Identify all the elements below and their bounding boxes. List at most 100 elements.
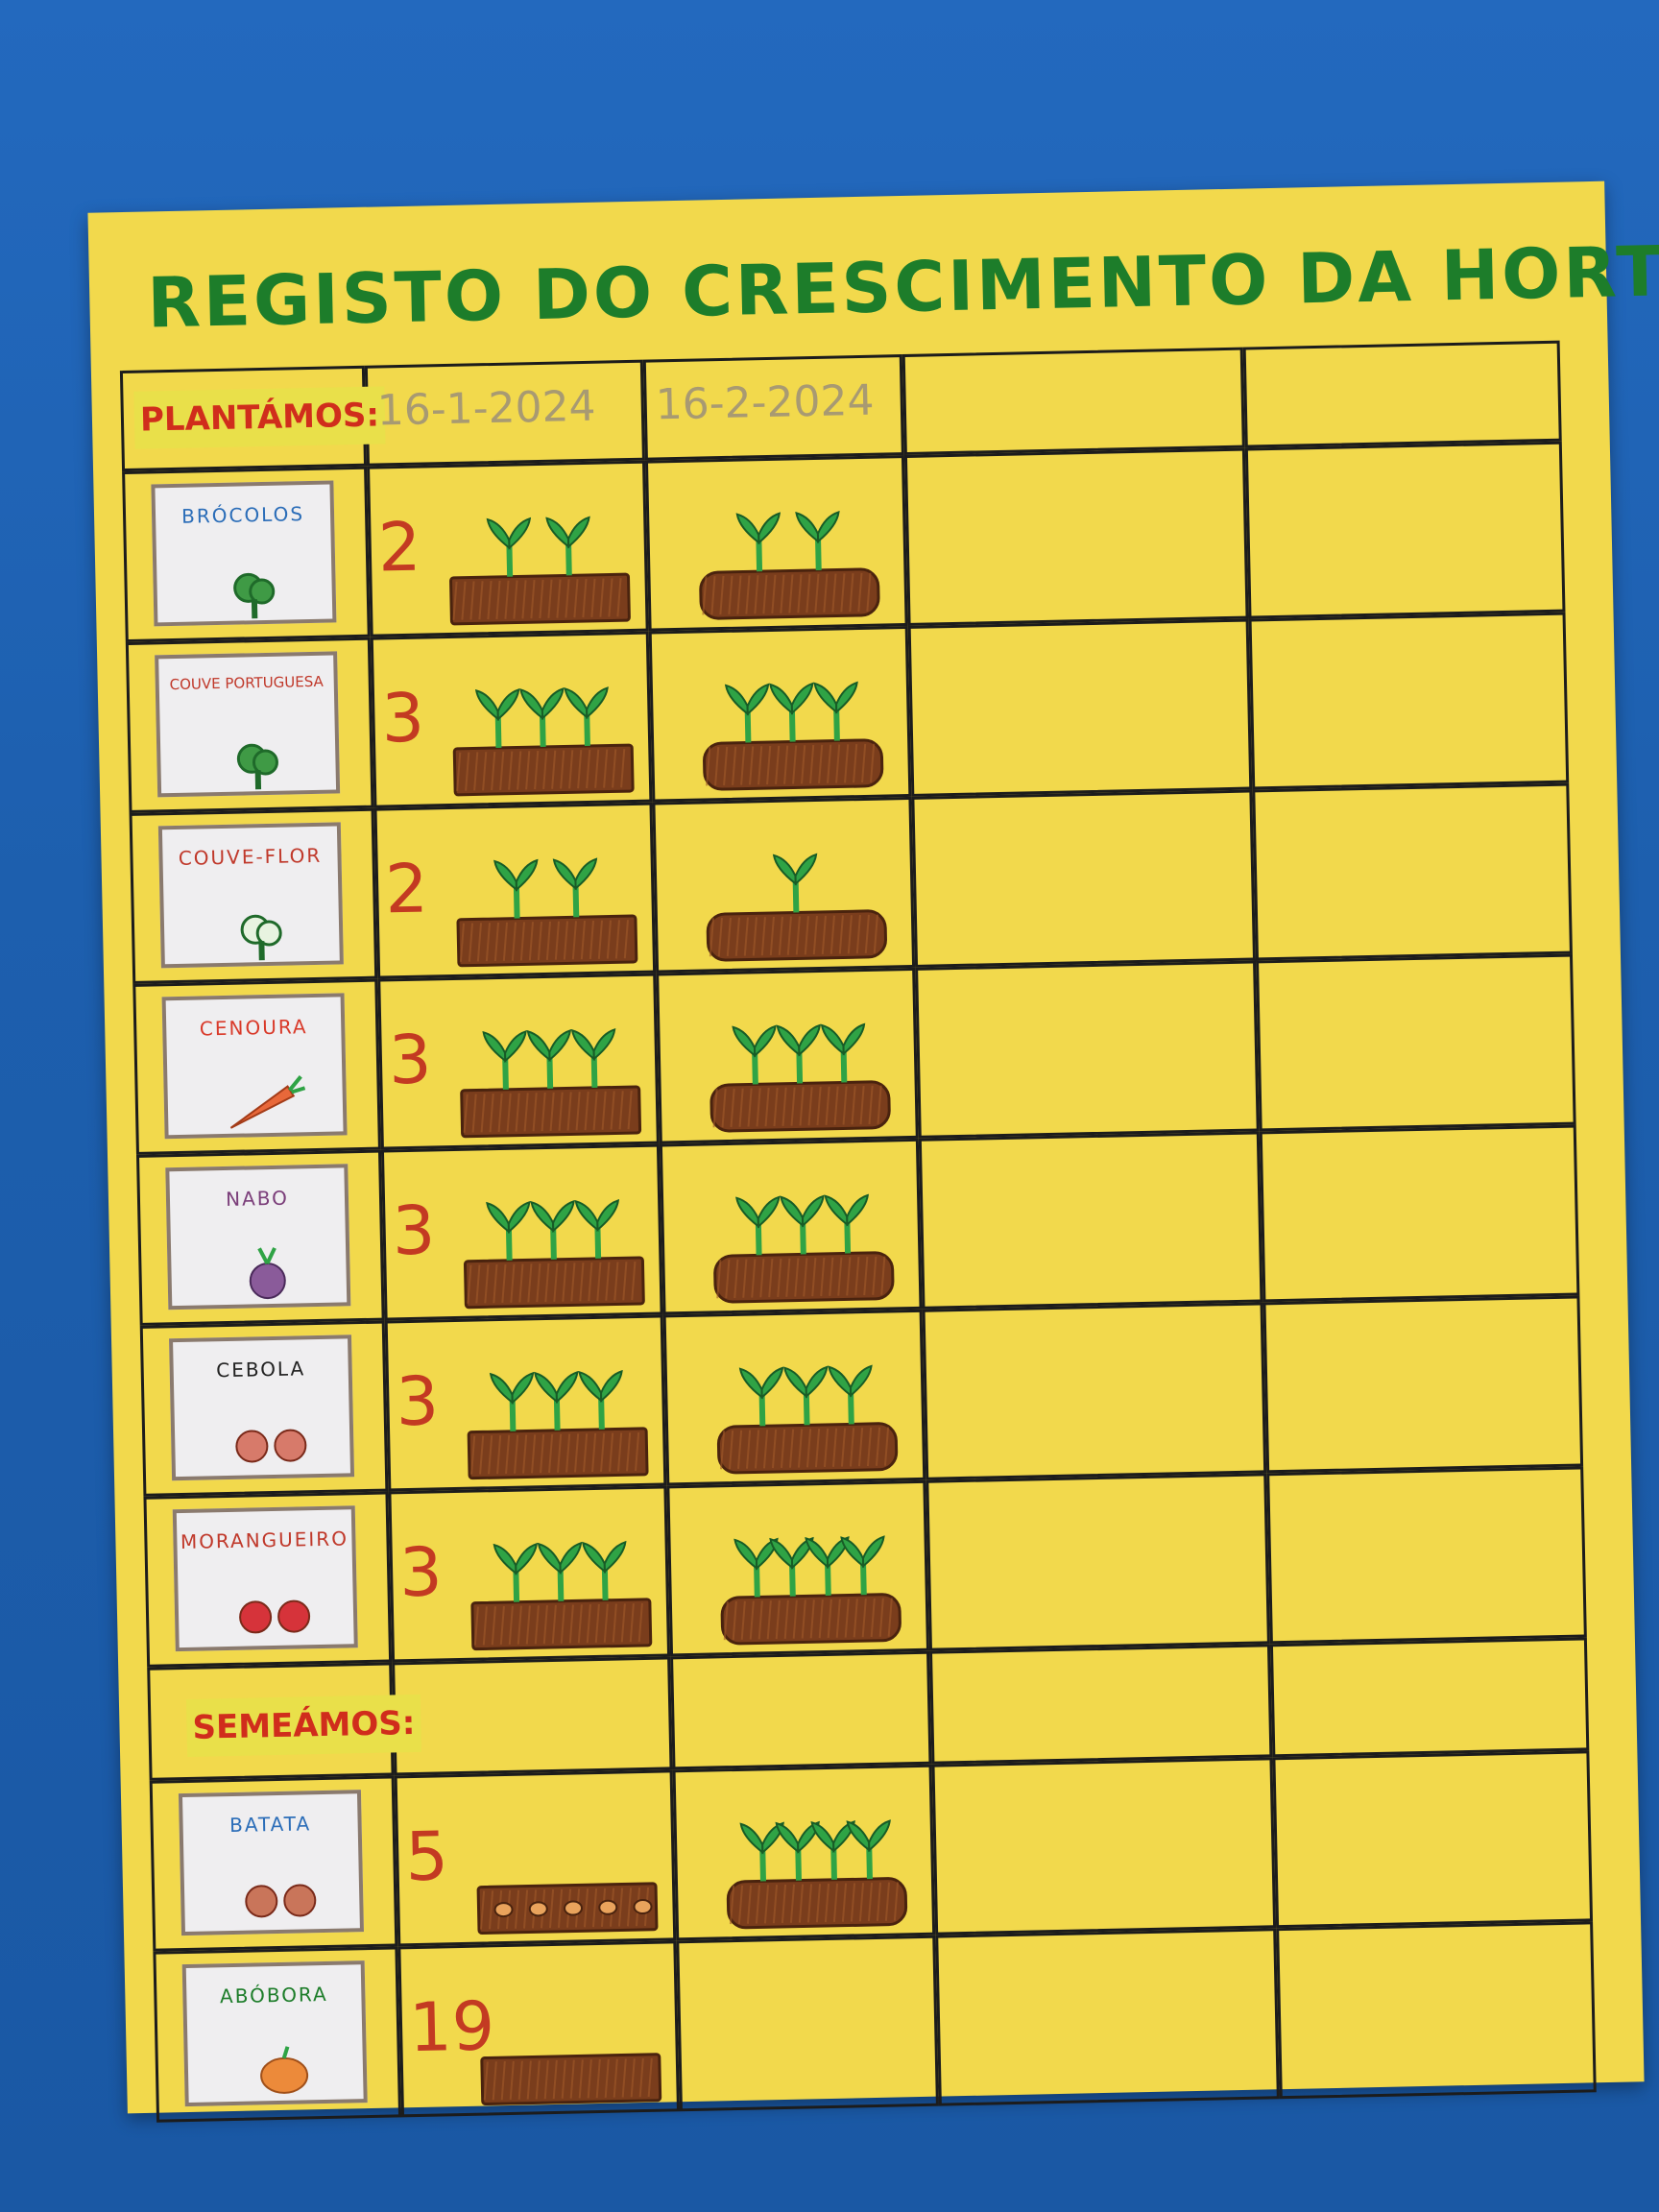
sprout-leaf (574, 857, 598, 891)
plant-name: BRÓCOLOS (180, 502, 305, 528)
date-label: 16-1-2024 (376, 381, 597, 436)
row-cell (1276, 1921, 1597, 2100)
sprout-leaf (846, 1193, 869, 1227)
plant-card: CEBOLA (169, 1334, 355, 1481)
cabbage-icon (236, 743, 278, 790)
row-cell (903, 447, 1249, 626)
turnip-icon (249, 1247, 286, 1300)
sprout-leaf (732, 1025, 757, 1058)
soil-bed-drawing (720, 1535, 902, 1646)
plant-card: BATATA (178, 1790, 364, 1936)
soil-bed-drawing (699, 511, 880, 620)
row-cell (392, 1656, 673, 1776)
sprout-leaf (474, 689, 499, 721)
sprout-leaf (515, 858, 539, 892)
sprout-leaf (835, 681, 858, 714)
sprout-leaf (508, 517, 532, 550)
planted-count: 3 (398, 1532, 444, 1613)
sprout-leaf (868, 1819, 891, 1853)
sprout-leaf (534, 1371, 559, 1404)
sprout-leaf (566, 516, 590, 549)
sprout-leaf (537, 1542, 562, 1575)
row-cell (1256, 953, 1576, 1132)
sprout-leaf (846, 1820, 871, 1853)
sprout-leaf (824, 1194, 849, 1227)
sprout-leaf (552, 1199, 575, 1233)
sprout-leaf (603, 1540, 627, 1574)
soil-bed-drawing (726, 1819, 908, 1930)
row-cell (915, 960, 1260, 1139)
sprout-leaf (526, 1029, 551, 1062)
sprout-leaf (805, 1365, 829, 1399)
row-cell (1244, 441, 1566, 619)
sprout-leaf (496, 688, 520, 722)
soil-bed-drawing (703, 681, 884, 791)
strawberry-icon (239, 1599, 311, 1634)
sprout-leaf (592, 1028, 616, 1062)
plant-name: COUVE PORTUGUESA (169, 672, 325, 694)
onion-icon (235, 1429, 307, 1463)
planted-count: 3 (395, 1361, 440, 1442)
sprout-leaf (790, 682, 814, 715)
sprout-leaf (489, 1372, 514, 1405)
plant-card: NABO (165, 1164, 351, 1310)
seed-mark (633, 1899, 653, 1915)
sprout-leaf (515, 1542, 539, 1575)
row-cell (1252, 782, 1573, 961)
sprout-leaf (482, 1030, 507, 1063)
row-cell (1259, 1124, 1580, 1303)
soil-bed-drawing (456, 857, 638, 968)
sprout-leaf (724, 684, 749, 716)
sprout-leaf (842, 1022, 866, 1056)
sprout-leaf (735, 513, 760, 545)
row-cell (1262, 1295, 1584, 1474)
sprout-leaf (794, 853, 818, 886)
sprout-leaf (772, 854, 797, 886)
seed-mark (564, 1900, 584, 1916)
plant-name: BATATA (228, 1812, 312, 1838)
sprout-leaf (600, 1369, 623, 1403)
soil-bed-drawing (470, 1540, 653, 1651)
soil-bed-drawing (713, 1193, 895, 1304)
sprout-leaf (548, 1029, 572, 1062)
soil-bed-drawing (480, 2053, 662, 2106)
soil-bed-drawing (463, 1199, 645, 1310)
planted-count: 3 (391, 1190, 437, 1271)
sprout-leaf (810, 1820, 835, 1853)
row-cell (918, 1131, 1263, 1310)
sprout-leaf (849, 1364, 873, 1398)
sprout-leaf (574, 1199, 599, 1232)
cauliflower-icon (240, 914, 282, 961)
sprout-leaf (795, 512, 820, 543)
row-cell (907, 618, 1253, 797)
sprout-leaf (776, 1024, 801, 1057)
sprout-leaf (507, 1200, 531, 1234)
sprout-leaf (570, 1029, 595, 1061)
plant-name: ABÓBORA (219, 1982, 328, 2008)
sprout-leaf (798, 1023, 822, 1057)
sprout-leaf (813, 682, 838, 714)
soil-bed-drawing (709, 1022, 891, 1133)
sprout-leaf (775, 1821, 800, 1854)
row-cell (1266, 1466, 1587, 1645)
sprout-leaf (816, 511, 840, 544)
sprout-leaf (559, 1541, 583, 1575)
sprout-leaf (769, 1537, 794, 1570)
row-cell (676, 1935, 939, 2112)
plant-card: COUVE-FLOR (157, 822, 344, 969)
sprout-leaf (754, 1024, 777, 1058)
plant-name: COUVE-FLOR (178, 843, 323, 870)
sprout-leaf (802, 1194, 825, 1228)
sprout-leaf (541, 687, 565, 721)
soil-bed-drawing (476, 1882, 659, 1936)
sprout-leaf (511, 1371, 535, 1405)
header-date-cell (902, 347, 1245, 456)
section-label-sown: SEMEÁMOS: (185, 1694, 422, 1757)
sprout-leaf (783, 1366, 807, 1399)
sprout-leaf (780, 1195, 805, 1228)
soil-bed-drawing (467, 1369, 649, 1480)
plant-name: CENOURA (199, 1015, 308, 1041)
soil-bed-drawing (449, 516, 631, 626)
sprout-leaf (739, 1822, 764, 1855)
soil-bed-drawing (716, 1364, 899, 1475)
